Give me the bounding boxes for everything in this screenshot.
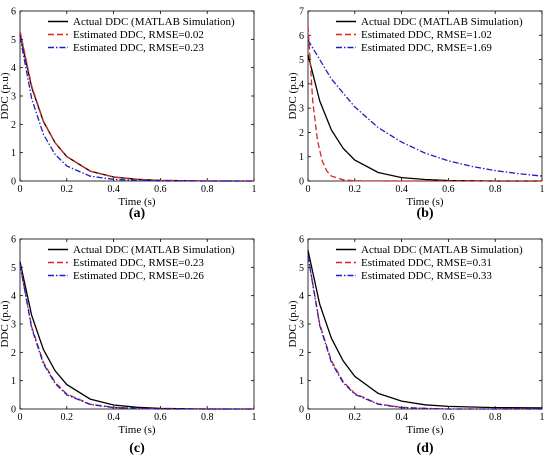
series-line-3 [19, 36, 254, 182]
legend-entry-label: Estimated DDC, RMSE=0.23 [73, 257, 204, 269]
x-tick-label: 0.4 [395, 184, 408, 195]
legend-entry-label: Actual DDC (MATLAB Simulation) [73, 16, 235, 28]
y-tick-label: 4 [11, 63, 16, 74]
y-tick-label: 2 [11, 348, 16, 359]
series-line-2 [19, 264, 254, 410]
legend-entry-label: Estimated DDC, RMSE=1.69 [361, 42, 492, 54]
x-tick-label: 0.8 [489, 412, 502, 423]
x-tick-label: 1 [540, 412, 545, 423]
series-line-1 [19, 33, 254, 182]
panel-label: (c) [129, 441, 145, 456]
series-line-1 [307, 54, 542, 182]
x-tick-label: 0.8 [201, 412, 214, 423]
series-line-3 [19, 264, 254, 410]
y-tick-label: 1 [299, 376, 304, 387]
panel-label: (a) [129, 206, 146, 221]
x-tick-label: 0.8 [201, 184, 214, 195]
y-tick-label: 2 [299, 128, 304, 139]
y-tick-label: 0 [11, 405, 16, 416]
legend: Actual DDC (MATLAB Simulation)Estimated … [48, 16, 235, 54]
x-axis-label: Time (s) [406, 424, 444, 436]
x-tick-label: 0 [18, 412, 23, 423]
x-tick-label: 0.2 [61, 184, 74, 195]
legend-entry-label: Estimated DDC, RMSE=0.33 [361, 270, 492, 282]
y-tick-label: 7 [299, 7, 304, 18]
series-line-1 [307, 250, 543, 409]
x-tick-label: 1 [252, 412, 257, 423]
x-tick-label: 1 [252, 184, 257, 195]
y-tick-label: 6 [11, 235, 16, 246]
y-axis-label: DDC (p.u) [287, 300, 299, 347]
series-line-3 [307, 39, 543, 177]
y-tick-label: 0 [299, 405, 304, 416]
y-axis-label: DDC (p.u) [0, 72, 11, 119]
series-line-3 [307, 255, 542, 410]
x-tick-label: 0.4 [395, 412, 408, 423]
y-tick-label: 3 [11, 320, 16, 331]
y-tick-label: 2 [299, 348, 304, 359]
legend-entry-label: Actual DDC (MATLAB Simulation) [361, 244, 523, 256]
y-tick-label: 1 [11, 376, 16, 387]
y-tick-label: 0 [299, 177, 304, 188]
y-tick-label: 3 [299, 104, 304, 115]
legend-entry-label: Estimated DDC, RMSE=0.23 [73, 42, 204, 54]
y-tick-label: 4 [11, 291, 16, 302]
x-tick-label: 0.2 [349, 184, 362, 195]
y-tick-label: 4 [299, 79, 304, 90]
panel-label: (b) [416, 206, 433, 221]
x-tick-label: 0 [18, 184, 23, 195]
x-tick-label: 0.6 [442, 184, 455, 195]
y-tick-label: 5 [11, 263, 16, 274]
x-tick-label: 0.8 [489, 184, 502, 195]
series-line-2 [307, 25, 542, 182]
chart-panel-2: 0 0.2 0.4 0.6 0.8 1 0 1 2 3 4 5 6 7 Time (s) DDC (p.u) A… [287, 7, 545, 222]
series-line-2 [19, 30, 254, 182]
y-tick-label: 6 [11, 7, 16, 18]
y-tick-label: 1 [11, 148, 16, 159]
x-axis-label: Time (s) [406, 196, 444, 208]
legend: Actual DDC (MATLAB Simulation)Estimated … [336, 244, 523, 282]
x-axis-label: Time (s) [118, 196, 156, 208]
x-tick-label: 0 [306, 412, 311, 423]
x-tick-label: 0 [306, 184, 311, 195]
y-tick-label: 4 [299, 291, 304, 302]
x-tick-label: 0.2 [349, 412, 362, 423]
legend: Actual DDC (MATLAB Simulation)Estimated … [48, 244, 235, 282]
x-tick-label: 0.6 [154, 184, 167, 195]
y-axis-label: DDC (p.u) [0, 300, 11, 347]
y-tick-label: 2 [11, 120, 16, 131]
chart-panel-4: 0 0.2 0.4 0.6 0.8 1 0 1 2 3 4 5 6 Time (s) DDC (p.u) Ac… [287, 235, 545, 457]
legend-entry-label: Estimated DDC, RMSE=0.02 [73, 29, 204, 41]
y-tick-label: 5 [299, 263, 304, 274]
x-tick-label: 0.4 [107, 184, 120, 195]
x-tick-label: 0.4 [107, 412, 120, 423]
x-tick-label: 0.6 [442, 412, 455, 423]
y-tick-label: 0 [11, 177, 16, 188]
series-line-1 [19, 261, 254, 410]
chart-panel-1: 0 0.2 0.4 0.6 0.8 1 0 1 2 3 4 5 6 Time (s) DDC (p.u) Ac… [0, 7, 257, 222]
legend-entry-label: Estimated DDC, RMSE=0.26 [73, 270, 204, 282]
legend-entry-label: Estimated DDC, RMSE=1.02 [361, 29, 492, 41]
y-tick-label: 1 [299, 152, 304, 163]
legend-entry-label: Actual DDC (MATLAB Simulation) [361, 16, 523, 28]
y-tick-label: 6 [299, 31, 304, 42]
legend-entry-label: Actual DDC (MATLAB Simulation) [73, 244, 235, 256]
x-tick-label: 0.2 [61, 412, 74, 423]
y-tick-label: 5 [299, 55, 304, 66]
y-tick-label: 3 [299, 320, 304, 331]
panel-label: (d) [416, 441, 433, 456]
legend: Actual DDC (MATLAB Simulation)Estimated … [336, 16, 523, 54]
chart-panel-3: 0 0.2 0.4 0.6 0.8 1 0 1 2 3 4 5 6 Time (s) DDC (p.u) Ac… [0, 235, 257, 457]
x-tick-label: 1 [540, 184, 545, 195]
x-tick-label: 0.6 [154, 412, 167, 423]
y-tick-label: 5 [11, 35, 16, 46]
y-tick-label: 6 [299, 235, 304, 246]
legend-entry-label: Estimated DDC, RMSE=0.31 [361, 257, 492, 269]
x-axis-label: Time (s) [118, 424, 156, 436]
y-tick-label: 3 [11, 92, 16, 103]
y-axis-label: DDC (p.u) [287, 72, 299, 119]
